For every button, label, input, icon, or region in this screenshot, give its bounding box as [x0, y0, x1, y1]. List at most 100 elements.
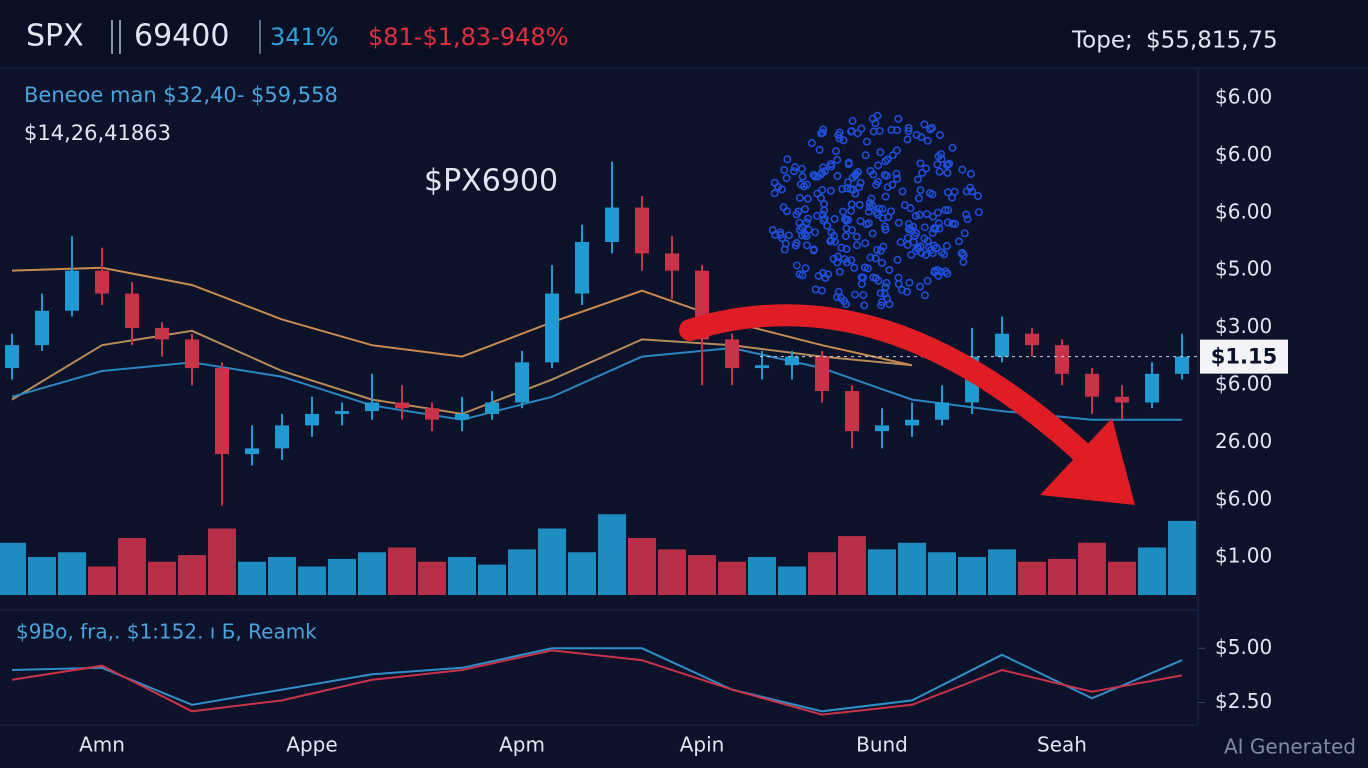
dot [873, 245, 882, 254]
dot [963, 215, 972, 224]
dot [855, 200, 864, 209]
dot [916, 282, 925, 291]
price: 69400 [134, 19, 229, 54]
dot [962, 187, 971, 196]
dot [932, 243, 941, 252]
x-tick-label: Bund [856, 733, 908, 757]
y-axis-label: $3.00 [1215, 314, 1272, 338]
candle-body [725, 339, 739, 369]
trend-arrow [679, 304, 1101, 471]
volume-bar [838, 536, 866, 595]
dot [864, 207, 873, 216]
dot [847, 226, 856, 235]
dot [857, 124, 866, 133]
dot [974, 208, 983, 217]
dot [768, 226, 777, 235]
dot [799, 182, 808, 191]
dot [948, 143, 957, 152]
top-value: $55,815,75 [1146, 28, 1278, 54]
y-axis-label: $6.00 [1215, 142, 1272, 166]
candle-body [155, 327, 169, 340]
dot [935, 167, 944, 176]
dot [885, 266, 894, 275]
dot [797, 164, 806, 173]
y-axis-label: $1.00 [1215, 544, 1272, 568]
dot [888, 151, 897, 160]
candle-body [305, 413, 319, 426]
dot [926, 125, 935, 134]
info-line: Beneoe man $32,40- $59,558 [24, 83, 338, 107]
dot [950, 187, 959, 196]
dot [847, 200, 856, 209]
dot [943, 168, 952, 177]
dot [917, 133, 926, 142]
y-axis-label: $6.00 [1215, 372, 1272, 396]
dot [943, 218, 952, 227]
dot [930, 266, 939, 275]
dot [881, 283, 890, 292]
volume-bar [748, 557, 776, 595]
moving-average [11, 346, 1182, 421]
dot [807, 138, 816, 147]
dot [861, 239, 870, 248]
dot [801, 205, 810, 214]
dot [818, 268, 827, 277]
dot [817, 194, 826, 203]
dot [783, 155, 792, 164]
candle-body [1055, 345, 1069, 374]
dot [854, 167, 863, 176]
dot [916, 186, 925, 195]
dot [904, 220, 913, 229]
dot [819, 163, 828, 172]
dot [818, 185, 827, 194]
dot [790, 167, 799, 176]
dot [861, 151, 870, 160]
dot [913, 175, 922, 184]
dot [907, 250, 916, 259]
volume-bar [118, 538, 146, 595]
dot [770, 178, 779, 187]
candle-body [425, 408, 439, 420]
dot [779, 203, 788, 212]
volume-bar [628, 538, 656, 595]
dot [809, 245, 818, 254]
dot [847, 256, 856, 265]
x-tick-label: Appe [286, 733, 337, 757]
volume-bar [928, 552, 956, 595]
dot [830, 214, 839, 223]
candle-body [455, 413, 469, 420]
dot [940, 250, 949, 259]
dot [833, 172, 842, 181]
dot [904, 127, 913, 136]
dot [885, 300, 894, 309]
candle-body [935, 402, 949, 420]
dot [878, 214, 887, 223]
dot [894, 218, 903, 227]
volume-bar [1138, 547, 1166, 595]
dot [859, 291, 868, 300]
dot [869, 127, 878, 136]
candle-body [575, 241, 589, 294]
candle-body [785, 356, 799, 366]
plot: Amn Appe Apm Apin Bund Seah $1.15 $5.00 $2.50 [0, 161, 1288, 757]
dot [878, 258, 887, 267]
dot [868, 114, 877, 123]
dot [791, 163, 800, 172]
dot [804, 225, 813, 234]
dot [894, 114, 903, 123]
x-tick-label: Apin [680, 733, 725, 757]
dot [776, 228, 785, 237]
candle-body [665, 253, 679, 271]
dot [875, 204, 884, 213]
volume-bar [358, 552, 386, 595]
candle-body [905, 419, 919, 426]
volume-bar [328, 558, 356, 595]
dot [843, 178, 852, 187]
dot [916, 159, 925, 168]
dot [859, 273, 868, 282]
dot [826, 186, 835, 195]
dot [921, 250, 930, 259]
y-axis-label: $6.00 [1215, 85, 1272, 109]
dot [848, 116, 857, 125]
